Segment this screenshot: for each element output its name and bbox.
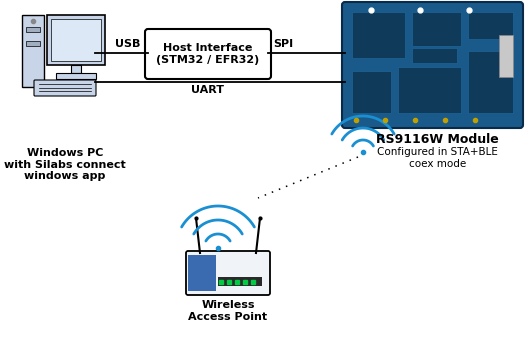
Bar bbox=[468, 12, 513, 38]
Text: UART: UART bbox=[191, 85, 224, 95]
Text: Host Interface
(STM32 / EFR32): Host Interface (STM32 / EFR32) bbox=[157, 43, 260, 65]
FancyBboxPatch shape bbox=[342, 2, 523, 128]
Bar bbox=[51, 19, 101, 61]
Bar bbox=[412, 12, 461, 46]
Bar bbox=[47, 15, 105, 65]
Bar bbox=[352, 71, 390, 113]
Bar bbox=[218, 277, 262, 286]
Text: Windows PC
with Silabs connect
windows app: Windows PC with Silabs connect windows a… bbox=[4, 148, 126, 181]
Bar bbox=[188, 255, 216, 291]
FancyBboxPatch shape bbox=[34, 80, 96, 96]
Text: RS9116W Module: RS9116W Module bbox=[376, 133, 499, 146]
Bar bbox=[412, 48, 457, 63]
Text: USB: USB bbox=[115, 39, 140, 49]
Bar bbox=[56, 73, 96, 79]
Bar bbox=[468, 51, 513, 113]
Bar bbox=[22, 15, 44, 87]
Text: Wireless
Access Point: Wireless Access Point bbox=[188, 300, 268, 322]
Bar bbox=[26, 41, 40, 46]
Bar bbox=[71, 65, 81, 73]
Bar bbox=[352, 12, 405, 58]
Text: SPI: SPI bbox=[273, 39, 293, 49]
Bar bbox=[397, 68, 461, 113]
FancyBboxPatch shape bbox=[145, 29, 271, 79]
Bar bbox=[499, 35, 513, 77]
FancyBboxPatch shape bbox=[186, 251, 270, 295]
Text: Configured in STA+BLE
coex mode: Configured in STA+BLE coex mode bbox=[377, 147, 498, 169]
Bar bbox=[26, 27, 40, 32]
